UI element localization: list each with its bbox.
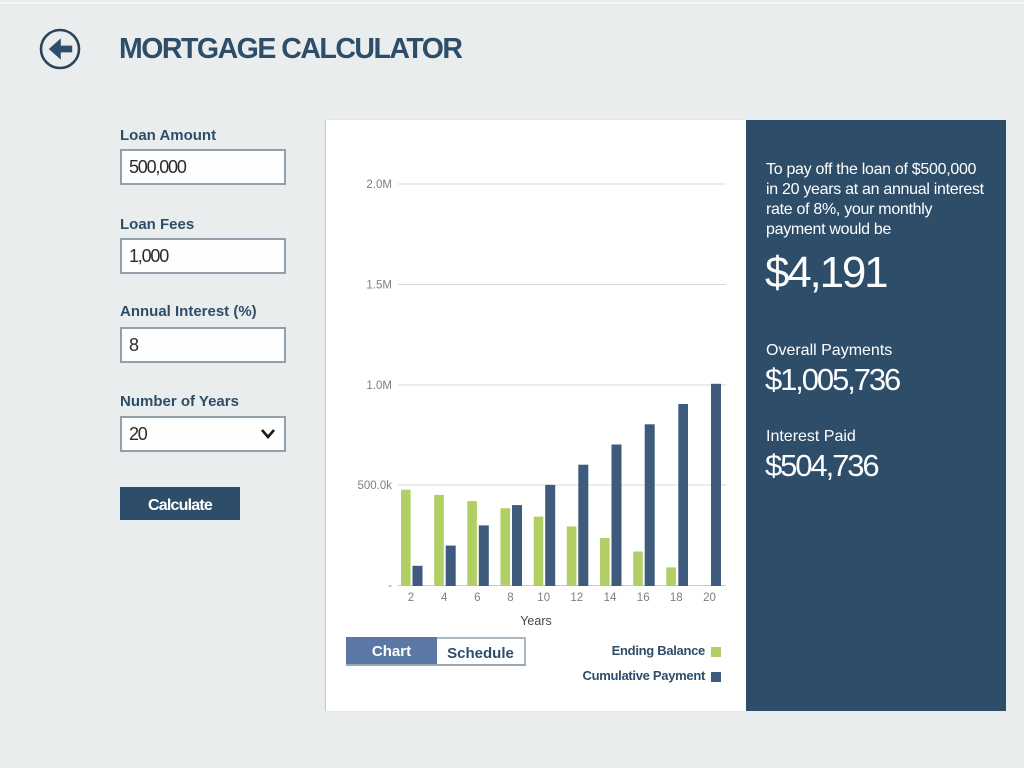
svg-text:8: 8 — [507, 592, 513, 604]
svg-text:14: 14 — [604, 592, 617, 604]
svg-text:20: 20 — [703, 592, 716, 604]
svg-text:16: 16 — [637, 592, 650, 604]
svg-text:12: 12 — [570, 592, 583, 604]
svg-text:6: 6 — [474, 592, 480, 604]
svg-text:1.5M: 1.5M — [366, 280, 392, 292]
svg-text:1.0M: 1.0M — [366, 380, 392, 392]
svg-text:Years: Years — [520, 614, 552, 628]
svg-text:10: 10 — [537, 592, 550, 604]
svg-text:2: 2 — [408, 592, 414, 604]
svg-text:-: - — [388, 580, 392, 592]
svg-text:18: 18 — [670, 592, 683, 604]
svg-text:4: 4 — [441, 592, 448, 604]
svg-text:2.0M: 2.0M — [366, 179, 392, 191]
svg-text:500.0k: 500.0k — [357, 480, 392, 492]
